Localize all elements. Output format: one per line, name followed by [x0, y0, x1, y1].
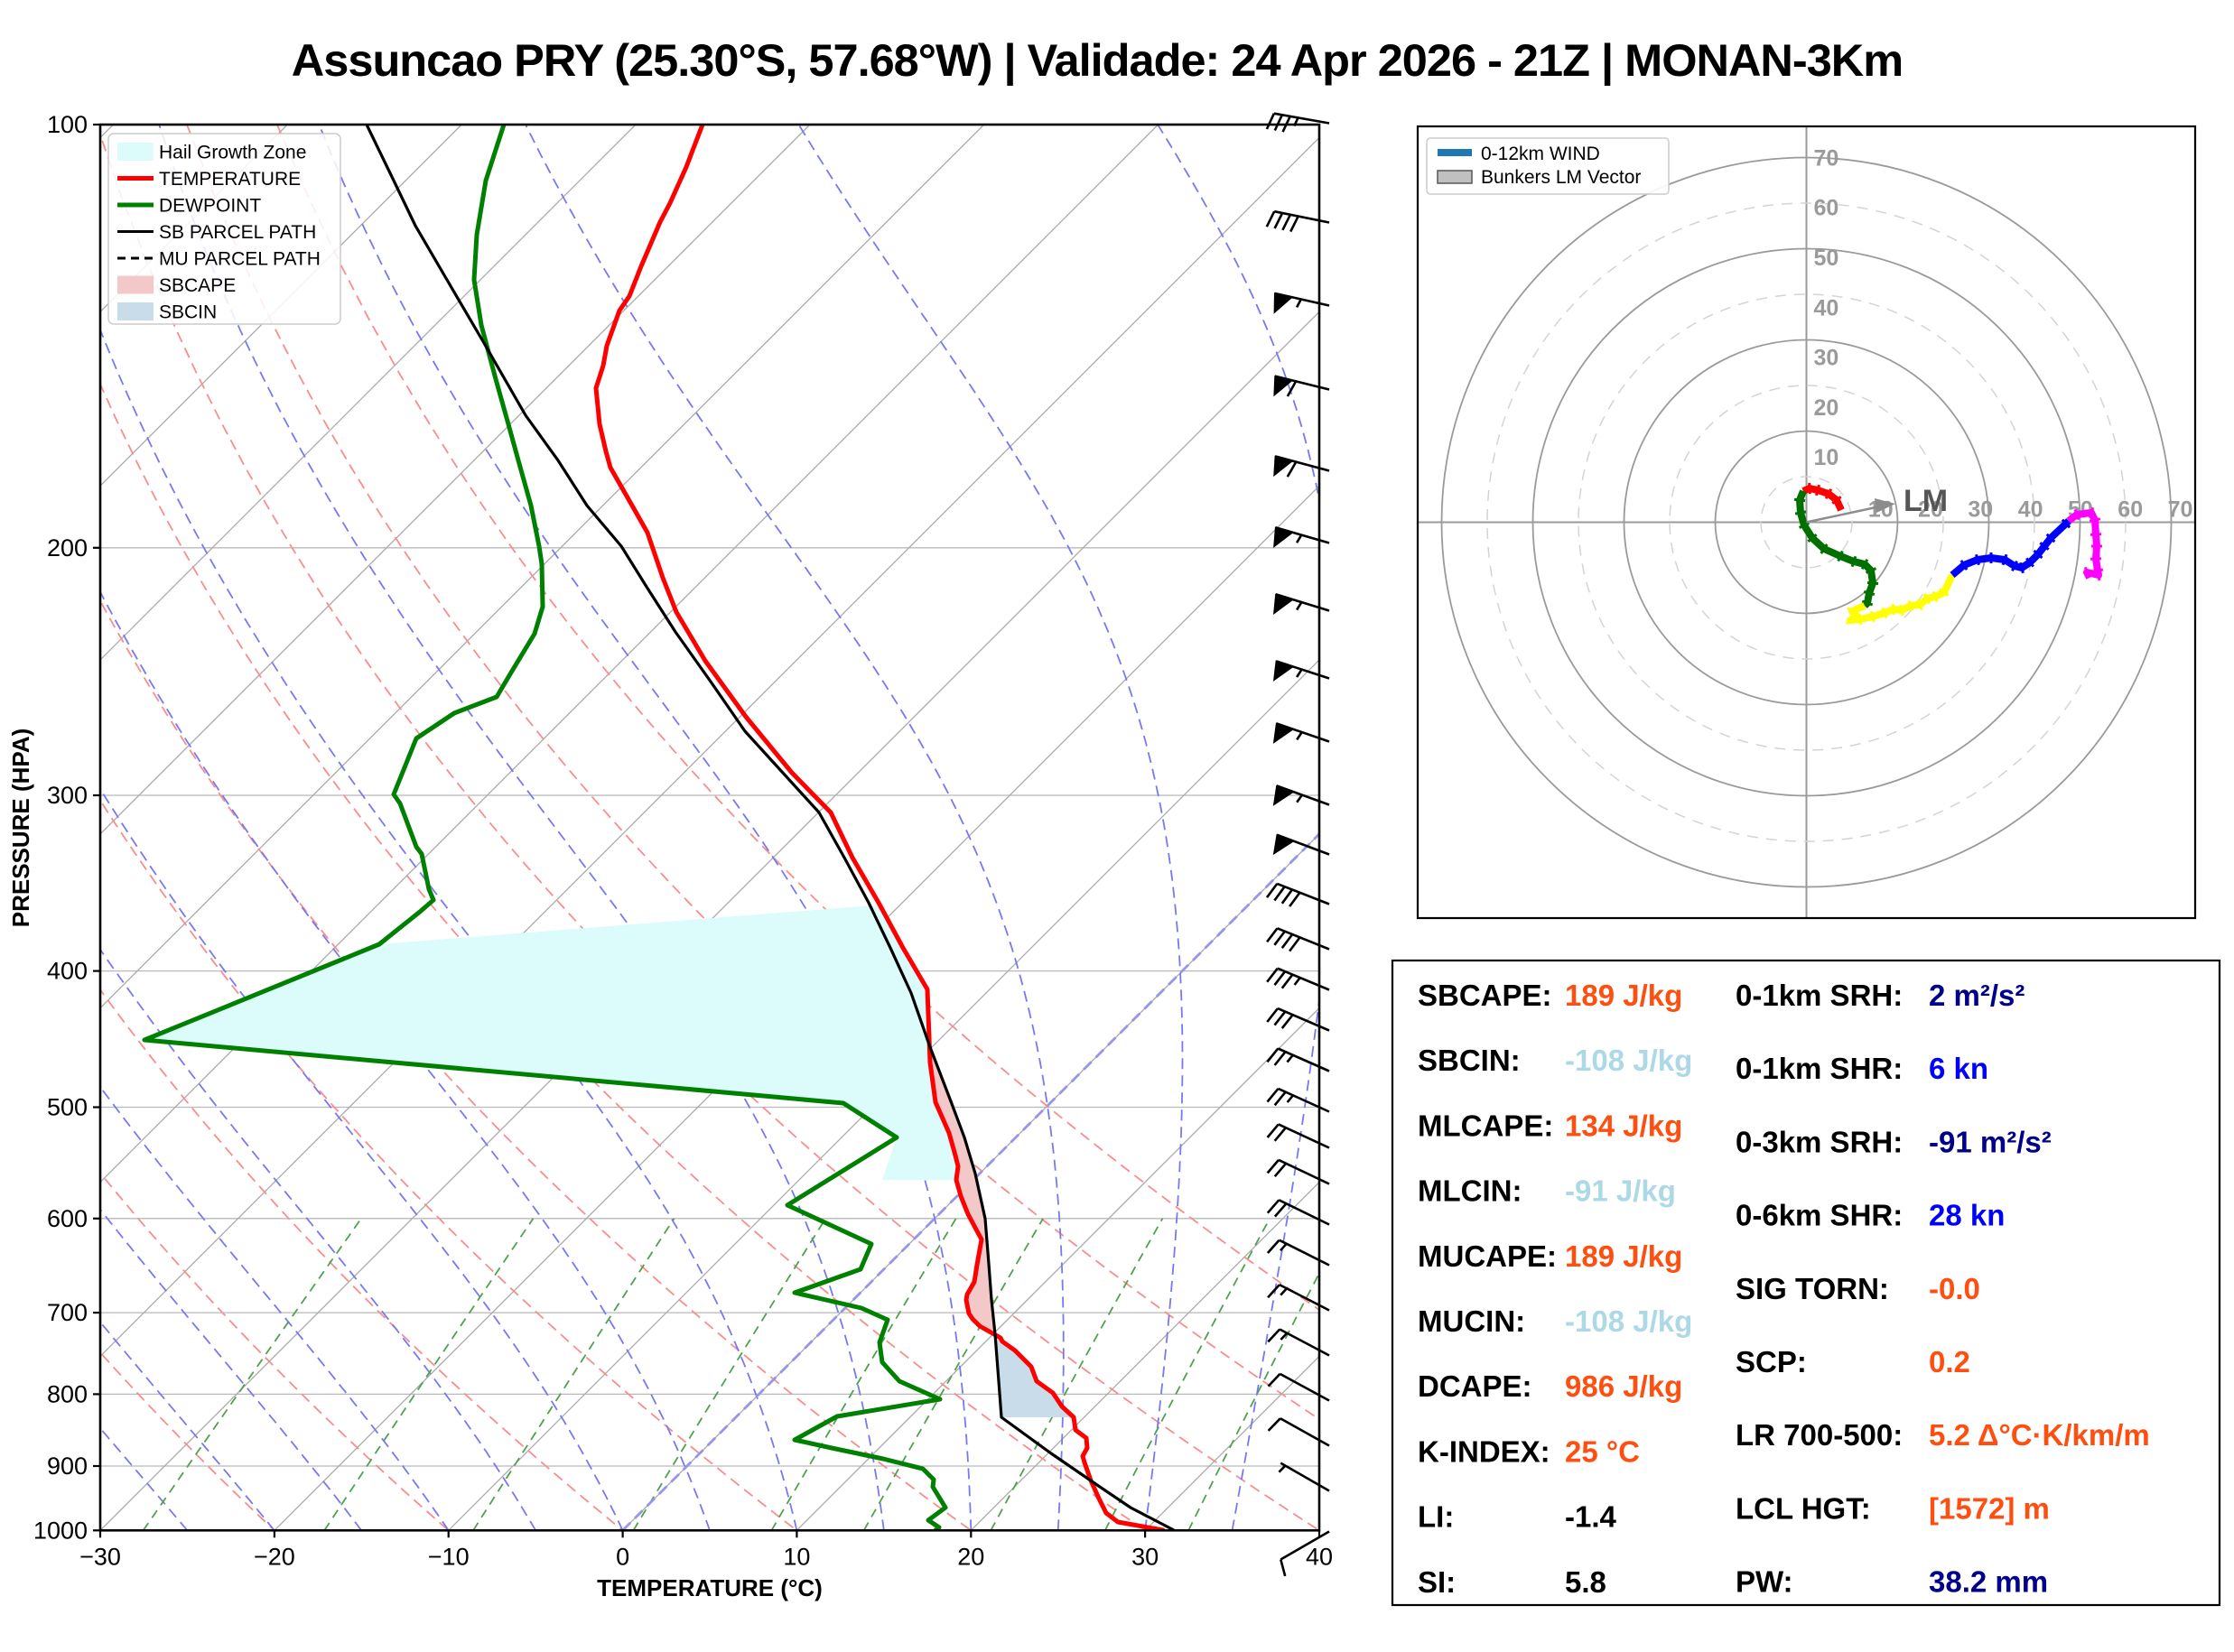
- svg-text:TEMPERATURE (°C): TEMPERATURE (°C): [597, 1574, 823, 1601]
- svg-text:Hail Growth Zone: Hail Growth Zone: [159, 143, 306, 163]
- svg-text:986 J/kg: 986 J/kg: [1565, 1369, 1682, 1403]
- svg-text:[1572] m: [1572] m: [1929, 1491, 2050, 1525]
- svg-text:70: 70: [2168, 497, 2193, 523]
- svg-text:0: 0: [616, 1543, 629, 1570]
- svg-text:SBCIN: SBCIN: [159, 302, 217, 323]
- svg-text:38.2 mm: 38.2 mm: [1929, 1565, 2048, 1599]
- svg-text:189 J/kg: 189 J/kg: [1565, 979, 1682, 1012]
- svg-text:0.2: 0.2: [1929, 1345, 1970, 1378]
- svg-text:-91 J/kg: -91 J/kg: [1565, 1174, 1676, 1208]
- svg-text:MUCIN:: MUCIN:: [1418, 1304, 1525, 1338]
- svg-text:10: 10: [1814, 445, 1839, 470]
- svg-text:-108 J/kg: -108 J/kg: [1565, 1044, 1692, 1077]
- svg-text:400: 400: [47, 958, 88, 985]
- svg-text:2 m²/s²: 2 m²/s²: [1929, 979, 2025, 1012]
- svg-text:60: 60: [1814, 196, 1839, 221]
- svg-text:500: 500: [47, 1094, 88, 1121]
- svg-text:30: 30: [1814, 346, 1839, 371]
- svg-text:900: 900: [47, 1452, 88, 1480]
- svg-text:70: 70: [1814, 145, 1839, 171]
- svg-text:60: 60: [2118, 497, 2143, 523]
- svg-text:0-12km WIND: 0-12km WIND: [1481, 144, 1600, 164]
- svg-text:DEWPOINT: DEWPOINT: [159, 196, 261, 217]
- svg-text:-108 J/kg: -108 J/kg: [1565, 1304, 1692, 1338]
- svg-text:PW:: PW:: [1736, 1565, 1793, 1599]
- svg-text:100: 100: [47, 111, 88, 138]
- svg-text:700: 700: [47, 1299, 88, 1326]
- svg-text:LI:: LI:: [1418, 1500, 1454, 1534]
- svg-text:SB PARCEL PATH: SB PARCEL PATH: [159, 222, 316, 243]
- svg-text:PRESSURE (HPA): PRESSURE (HPA): [7, 729, 34, 928]
- svg-text:MU PARCEL PATH: MU PARCEL PATH: [159, 249, 321, 270]
- svg-text:0-6km SHR:: 0-6km SHR:: [1736, 1199, 1903, 1232]
- svg-text:LCL HGT:: LCL HGT:: [1736, 1491, 1871, 1525]
- svg-text:SBCAPE: SBCAPE: [159, 275, 236, 296]
- svg-text:40: 40: [1306, 1543, 1333, 1570]
- svg-text:MLCAPE:: MLCAPE:: [1418, 1109, 1553, 1142]
- svg-text:134 J/kg: 134 J/kg: [1565, 1109, 1682, 1142]
- svg-text:10: 10: [783, 1543, 810, 1570]
- svg-text:MUCAPE:: MUCAPE:: [1418, 1239, 1557, 1273]
- svg-text:SI:: SI:: [1418, 1565, 1456, 1599]
- svg-text:300: 300: [47, 782, 88, 809]
- svg-text:1000: 1000: [33, 1517, 88, 1544]
- svg-text:TEMPERATURE: TEMPERATURE: [159, 169, 301, 190]
- svg-text:SBCAPE:: SBCAPE:: [1418, 979, 1552, 1012]
- svg-text:28 kn: 28 kn: [1929, 1199, 2005, 1232]
- svg-text:SBCIN:: SBCIN:: [1418, 1044, 1521, 1077]
- svg-text:LR 700-500:: LR 700-500:: [1736, 1418, 1903, 1452]
- svg-text:−20: −20: [254, 1543, 295, 1570]
- svg-text:-91 m²/s²: -91 m²/s²: [1929, 1125, 2052, 1158]
- svg-text:MLCIN:: MLCIN:: [1418, 1174, 1522, 1208]
- svg-text:−10: −10: [428, 1543, 470, 1570]
- svg-text:−30: −30: [79, 1543, 121, 1570]
- svg-text:189 J/kg: 189 J/kg: [1565, 1239, 1682, 1273]
- svg-text:40: 40: [2018, 497, 2043, 523]
- svg-text:30: 30: [1968, 497, 1993, 523]
- svg-text:200: 200: [47, 534, 88, 561]
- svg-text:SCP:: SCP:: [1736, 1345, 1807, 1378]
- svg-text:30: 30: [1131, 1543, 1159, 1570]
- svg-text:0-3km SRH:: 0-3km SRH:: [1736, 1125, 1903, 1158]
- svg-text:20: 20: [1918, 497, 1943, 523]
- svg-text:5.2 Δ°C·K/km/m: 5.2 Δ°C·K/km/m: [1929, 1418, 2150, 1452]
- svg-text:-0.0: -0.0: [1929, 1272, 1980, 1305]
- svg-text:DCAPE:: DCAPE:: [1418, 1369, 1532, 1403]
- svg-text:600: 600: [47, 1205, 88, 1232]
- svg-text:0-1km SRH:: 0-1km SRH:: [1736, 979, 1903, 1012]
- svg-text:6 kn: 6 kn: [1929, 1052, 1988, 1085]
- svg-text:K-INDEX:: K-INDEX:: [1418, 1434, 1550, 1468]
- svg-text:800: 800: [47, 1380, 88, 1407]
- svg-text:Assuncao PRY (25.30°S, 57.68°W: Assuncao PRY (25.30°S, 57.68°W) | Valida…: [292, 34, 1903, 87]
- svg-text:SIG TORN:: SIG TORN:: [1736, 1272, 1889, 1305]
- svg-text:Bunkers LM Vector: Bunkers LM Vector: [1481, 167, 1641, 188]
- svg-text:20: 20: [1814, 395, 1839, 421]
- svg-text:25 °C: 25 °C: [1565, 1434, 1640, 1468]
- svg-text:0-1km SHR:: 0-1km SHR:: [1736, 1052, 1903, 1085]
- svg-text:40: 40: [1814, 295, 1839, 320]
- svg-text:20: 20: [957, 1543, 984, 1570]
- svg-text:50: 50: [1814, 246, 1839, 271]
- svg-text:LM: LM: [1904, 484, 1948, 518]
- svg-text:5.8: 5.8: [1565, 1565, 1606, 1599]
- svg-text:-1.4: -1.4: [1565, 1500, 1617, 1534]
